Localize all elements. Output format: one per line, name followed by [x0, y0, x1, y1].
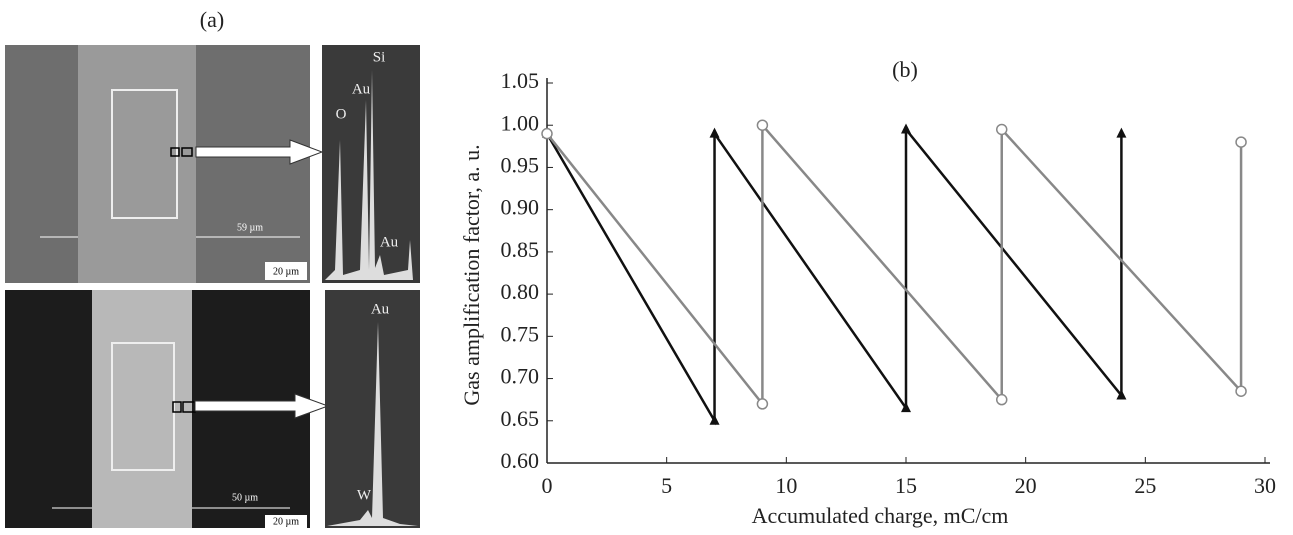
marker: [995, 393, 1008, 406]
peak-label: Au: [371, 301, 390, 317]
peak-label: W: [357, 487, 372, 503]
marker: [756, 398, 769, 410]
x-tick-label: 20: [1015, 473, 1037, 498]
marker: [995, 123, 1008, 136]
sem-bottom: 50 µm 20 µm: [5, 290, 330, 528]
scale-bar-label: 20 µm: [273, 516, 299, 527]
x-tick-label: 25: [1134, 473, 1156, 498]
peak-label: Au: [352, 81, 371, 97]
y-tick-label: 0.65: [501, 406, 540, 431]
peak-label: O: [336, 106, 347, 122]
series-line: [546, 121, 1243, 408]
panel-label: (a): [200, 7, 224, 32]
y-axis-label: Gas amplification factor, a. u.: [459, 144, 484, 405]
marker: [1116, 389, 1127, 400]
peak-label: Au: [380, 234, 399, 250]
sem-top: 59 µm 20 µm: [5, 45, 324, 283]
scale-label: 59 µm: [237, 222, 263, 233]
spectrum-top: Si Au O Au: [322, 45, 420, 283]
series-line: [545, 125, 1123, 426]
x-tick-label: 10: [775, 473, 797, 498]
x-tick-label: 0: [542, 473, 553, 498]
y-tick-label: 0.80: [501, 279, 540, 304]
y-tick-label: 1.00: [501, 110, 540, 135]
x-axis-label: Accumulated charge, mC/cm: [752, 503, 1009, 528]
spectrum-bottom: Au W: [325, 290, 420, 528]
marker: [1235, 385, 1247, 397]
y-tick-label: 1.05: [501, 68, 540, 93]
marker: [756, 119, 769, 131]
y-tick-label: 0.95: [501, 152, 540, 177]
y-tick-label: 0.85: [501, 237, 540, 262]
marker: [1116, 127, 1127, 138]
scale-bar-label: 20 µm: [273, 266, 299, 277]
marker: [901, 123, 911, 134]
y-tick-label: 0.60: [501, 448, 540, 473]
marker: [709, 127, 720, 138]
chart: (b) Accumulated charge, mC/cm Gas amplif…: [459, 57, 1276, 528]
y-tick-label: 0.90: [501, 195, 540, 220]
y-tick-label: 0.75: [501, 321, 540, 346]
x-tick-label: 15: [895, 473, 917, 498]
x-tick-label: 5: [661, 473, 672, 498]
marker: [901, 402, 911, 413]
peak-label: Si: [373, 49, 386, 65]
marker: [1235, 136, 1247, 148]
marker: [541, 127, 553, 140]
scale-label: 50 µm: [232, 492, 258, 503]
marker: [709, 414, 720, 425]
x-tick-label: 30: [1254, 473, 1276, 498]
y-tick-label: 0.70: [501, 364, 540, 389]
chart-title: (b): [892, 57, 918, 82]
